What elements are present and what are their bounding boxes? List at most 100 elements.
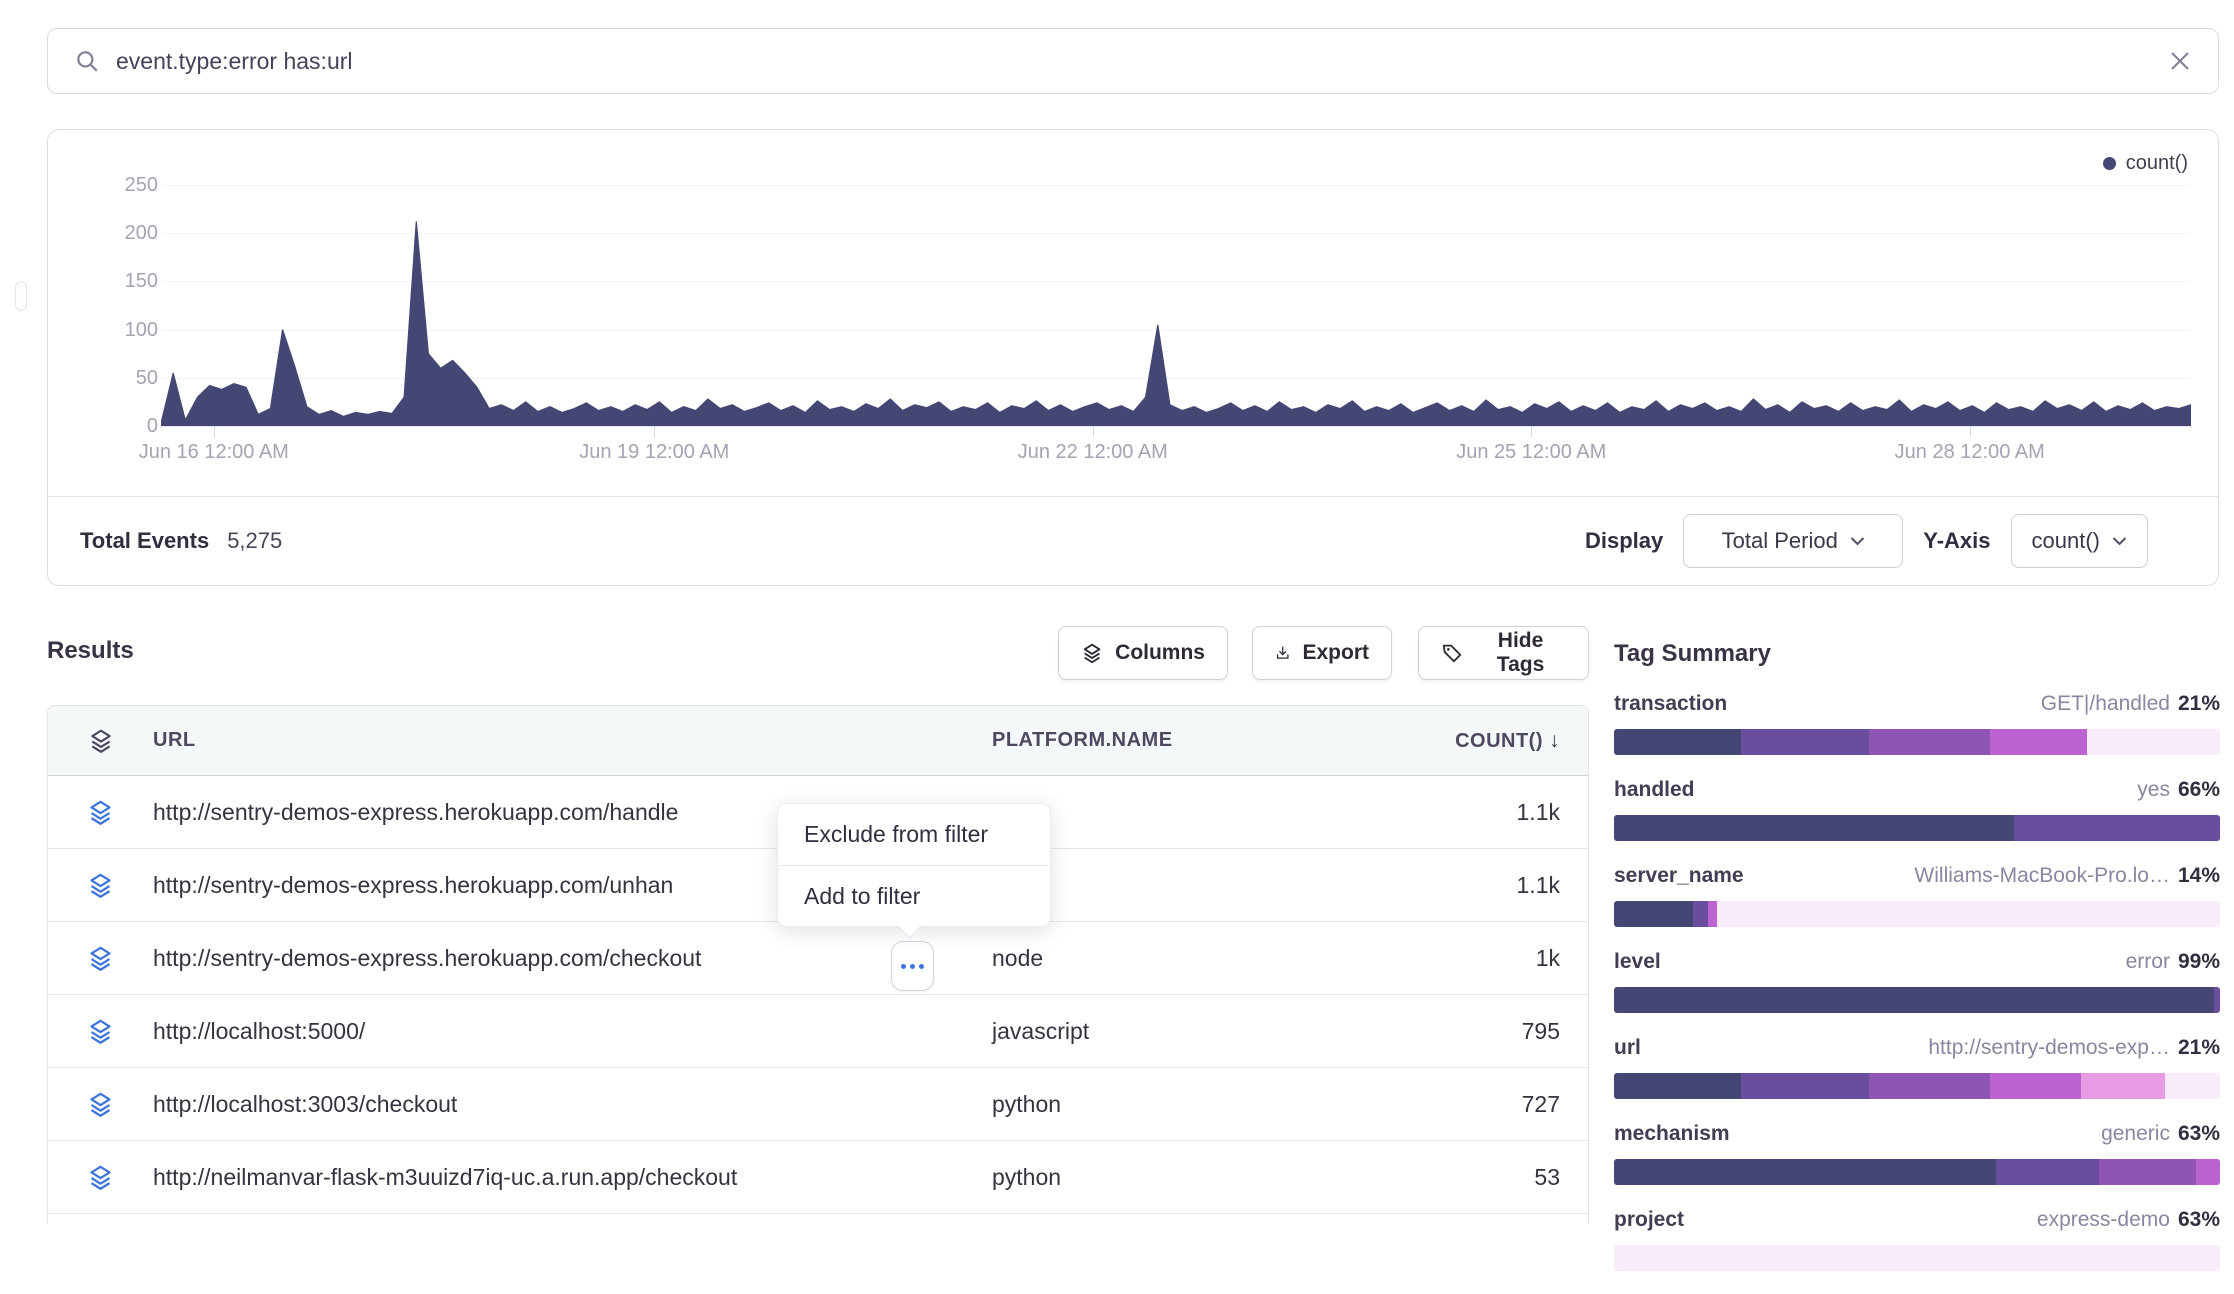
- tag-bar-segment[interactable]: [1741, 729, 1869, 755]
- table-row: http://sentry-demos-express.herokuapp.co…: [48, 922, 1588, 995]
- tag-summary-panel: Tag Summary transaction GET|/handled 21%…: [1614, 640, 2220, 1294]
- tag-percent: 63%: [2177, 1208, 2220, 1231]
- tag-bar-segment[interactable]: [1989, 1073, 2081, 1099]
- results-table: URL PLATFORM.NAME COUNT() ↓ http://sentry…: [47, 705, 1589, 1224]
- tag-bar: [1614, 987, 2220, 1013]
- export-button-label: Export: [1302, 641, 1369, 664]
- url-cell[interactable]: http://neilmanvar-flask-m3uuizd7iq-uc.a.…: [153, 1163, 738, 1190]
- tag-bar-segment[interactable]: [1614, 1159, 1996, 1185]
- header-count[interactable]: COUNT() ↓: [1412, 729, 1588, 753]
- tag-name: handled: [1614, 778, 1695, 801]
- total-events-label: Total Events: [80, 528, 210, 553]
- columns-button[interactable]: Columns: [1058, 626, 1228, 680]
- tag-bar-segment[interactable]: [1995, 1159, 2099, 1185]
- yaxis-label: Y-Axis: [1923, 528, 1991, 553]
- url-cell[interactable]: http://localhost:5000/: [153, 1017, 366, 1044]
- platform-cell: node: [992, 944, 1044, 971]
- yaxis-dropdown[interactable]: count(): [2010, 514, 2148, 568]
- tag-bar-segment[interactable]: [1989, 729, 2087, 755]
- events-chart-panel: count() 0 50 100 150 200 250 Jun 16 12:00 AM J…: [47, 129, 2219, 586]
- tag-percent: 21%: [2177, 692, 2220, 715]
- tag-percent: 66%: [2177, 778, 2220, 801]
- platform-cell: javascript: [992, 1017, 1090, 1044]
- x-axis-label: Jun 28 12:00 AM: [1894, 441, 2045, 463]
- tag-bar-segment[interactable]: [1614, 729, 1742, 755]
- export-button[interactable]: Export: [1252, 626, 1392, 680]
- x-axis-label: Jun 22 12:00 AM: [1017, 441, 1168, 463]
- url-cell[interactable]: http://localhost:3003/checkout: [153, 1090, 458, 1117]
- close-icon[interactable]: [2168, 49, 2192, 73]
- count-cell: 53: [1534, 1163, 1560, 1190]
- tag-bar-segment[interactable]: [1614, 1073, 1742, 1099]
- tag-entry: level error 99%: [1614, 950, 2220, 1036]
- tag-name: mechanism: [1614, 1122, 1730, 1145]
- tag-bar: [1614, 901, 2220, 927]
- tag-bar-segment[interactable]: [1614, 987, 2214, 1013]
- table-row: http://localhost:3003/checkout python 72…: [48, 1068, 1588, 1141]
- chart-legend[interactable]: count(): [2102, 152, 2188, 175]
- platform-cell: python: [992, 1090, 1062, 1117]
- stack-icon: [90, 1092, 111, 1117]
- search-input[interactable]: [116, 47, 2168, 75]
- display-label: Display: [1584, 528, 1664, 553]
- tag-name: project: [1614, 1208, 1685, 1231]
- tag-top-value: Williams-MacBook-Pro.lo…: [1914, 864, 2170, 887]
- tag-bar-segment[interactable]: [1614, 815, 2014, 841]
- tag-top-value: generic: [2101, 1122, 2170, 1145]
- tag-bar-segment[interactable]: [1692, 901, 1708, 927]
- tag-bar-segment[interactable]: [2195, 1159, 2220, 1185]
- tag-bar-segment[interactable]: [1614, 901, 1693, 927]
- tag-icon: [1442, 644, 1462, 663]
- display-dropdown-value: Total Period: [1721, 528, 1838, 553]
- display-dropdown[interactable]: Total Period: [1683, 514, 1904, 568]
- panel-resize-handle[interactable]: [15, 281, 27, 311]
- columns-button-label: Columns: [1115, 641, 1205, 664]
- count-cell: 1k: [1535, 944, 1560, 971]
- header-platform[interactable]: PLATFORM.NAME: [992, 729, 1173, 751]
- tag-bar: [1614, 815, 2220, 841]
- tag-bar-segment[interactable]: [1868, 729, 1990, 755]
- tag-bar-segment[interactable]: [2080, 1073, 2166, 1099]
- table-row: http://localhost:5000/ javascript 795: [48, 995, 1588, 1068]
- tag-bar-segment[interactable]: [1741, 1073, 1869, 1099]
- url-cell[interactable]: http://sentry-demos-express.herokuapp.co…: [153, 944, 702, 971]
- header-url[interactable]: URL: [153, 729, 196, 751]
- sort-desc-icon: ↓: [1549, 728, 1560, 752]
- stack-icon: [90, 729, 111, 753]
- menu-item-add-to-filter[interactable]: Add to filter: [778, 865, 1050, 926]
- menu-item-exclude-from-filter[interactable]: Exclude from filter: [804, 821, 989, 847]
- results-title: Results: [47, 637, 134, 664]
- table-header: URL PLATFORM.NAME COUNT() ↓: [48, 706, 1588, 776]
- tag-percent: 63%: [2177, 1122, 2220, 1145]
- chevron-down-icon: [2112, 537, 2127, 546]
- tag-bar-segment[interactable]: [2213, 987, 2220, 1013]
- tag-bar-segment[interactable]: [1868, 1073, 1990, 1099]
- x-axis-label: Jun 16 12:00 AM: [138, 441, 289, 463]
- chart-footer: Total Events 5,275 Display Total Period …: [48, 496, 2218, 585]
- tag-bar-segment[interactable]: [2098, 1159, 2196, 1185]
- cell-actions-button[interactable]: [891, 941, 934, 991]
- tag-bar: [1614, 1073, 2220, 1099]
- tag-entry: handled yes 66%: [1614, 778, 2220, 864]
- tag-top-value: GET|/handled: [2040, 692, 2170, 715]
- stack-icon: [90, 1019, 111, 1044]
- tag-entry: project express-demo 63%: [1614, 1208, 2220, 1294]
- tag-bar: [1614, 1159, 2220, 1185]
- chart-gridlines: [161, 185, 2191, 426]
- url-cell[interactable]: http://sentry-demos-express.herokuapp.co…: [153, 871, 674, 898]
- tag-entry: server_name Williams-MacBook-Pro.lo… 14%: [1614, 864, 2220, 950]
- tag-percent: 14%: [2177, 864, 2220, 887]
- legend-label: count(): [2125, 152, 2188, 174]
- tag-bar-segment[interactable]: [1707, 901, 1717, 927]
- legend-dot: [2102, 157, 2116, 170]
- table-row: http://neilmanvar-flask-m3uuizd7iq-uc.a.…: [48, 1141, 1588, 1214]
- area-chart: [161, 221, 2191, 426]
- tag-bar: [1614, 1245, 2220, 1271]
- hide-tags-button[interactable]: Hide Tags: [1418, 626, 1589, 680]
- tag-bar-segment[interactable]: [2013, 815, 2220, 841]
- hide-tags-button-label: Hide Tags: [1496, 629, 1545, 676]
- stack-icon: [90, 1165, 111, 1190]
- url-cell[interactable]: http://sentry-demos-express.herokuapp.co…: [153, 798, 679, 825]
- chevron-down-icon: [1850, 537, 1865, 546]
- download-icon: [1276, 646, 1289, 659]
